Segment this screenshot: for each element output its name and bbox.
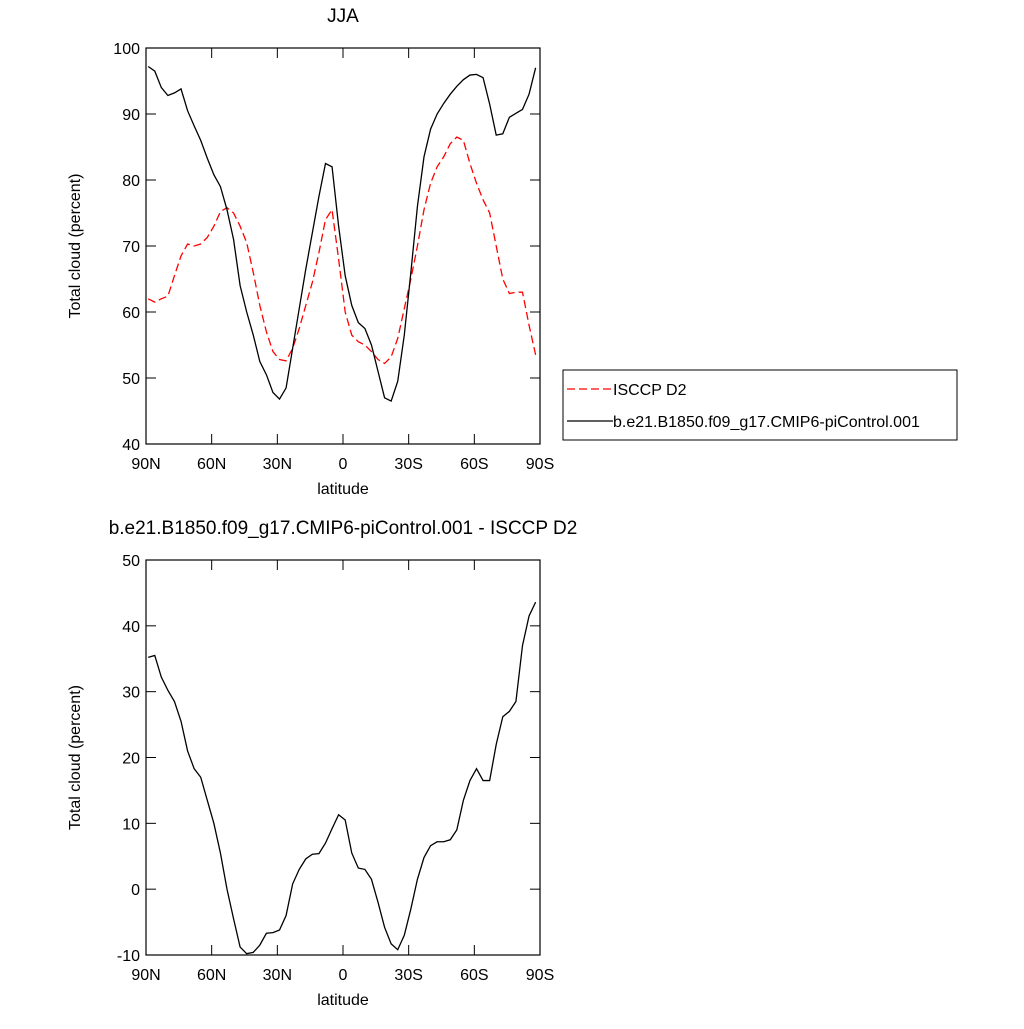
chart-title: b.e21.B1850.f09_g17.CMIP6-piControl.001 … [109,518,578,539]
x-tick-label: 30S [394,456,422,473]
x-tick-label: 30N [263,967,292,984]
y-tick-label: 20 [122,751,140,768]
x-tick-label: 30N [263,456,292,473]
x-tick-label: 60N [197,967,226,984]
y-tick-label: 40 [122,619,140,636]
data-line [147,65,537,403]
y-tick-label: 10 [122,816,140,833]
x-tick-label: 90N [131,456,160,473]
x-tick-label: 60N [197,456,226,473]
legend-box [562,369,958,441]
chart-title: JJA [327,6,359,27]
y-tick-label: 50 [122,553,140,570]
y-tick-label: 0 [131,882,140,899]
x-tick-label: 90S [526,456,554,473]
y-tick-label: 30 [122,685,140,702]
x-tick-label: 0 [339,456,348,473]
x-tick-label: 30S [394,967,422,984]
x-tick-label: 60S [460,456,488,473]
y-tick-label: 80 [122,173,140,190]
legend-label: b.e21.B1850.f09_g17.CMIP6-piControl.001 [613,414,920,431]
plot-frame [145,559,541,956]
plot-frame [145,47,541,445]
y-tick-label: -10 [117,948,140,965]
y-axis-label: Total cloud (percent) [67,685,84,830]
legend-label: ISCCP D2 [613,382,687,399]
x-tick-label: 90S [526,967,554,984]
x-tick-label: 0 [339,967,348,984]
y-tick-label: 60 [122,305,140,322]
data-line [148,601,537,955]
y-tick-label: 100 [113,41,140,58]
x-tick-label: 90N [131,967,160,984]
x-axis-label: latitude [317,992,369,1009]
x-axis-label: latitude [317,481,369,498]
y-tick-label: 70 [122,239,140,256]
y-tick-label: 40 [122,437,140,454]
data-line [147,136,537,365]
y-tick-label: 90 [122,107,140,124]
y-tick-label: 50 [122,371,140,388]
y-axis-label: Total cloud (percent) [67,174,84,319]
x-tick-label: 60S [460,967,488,984]
